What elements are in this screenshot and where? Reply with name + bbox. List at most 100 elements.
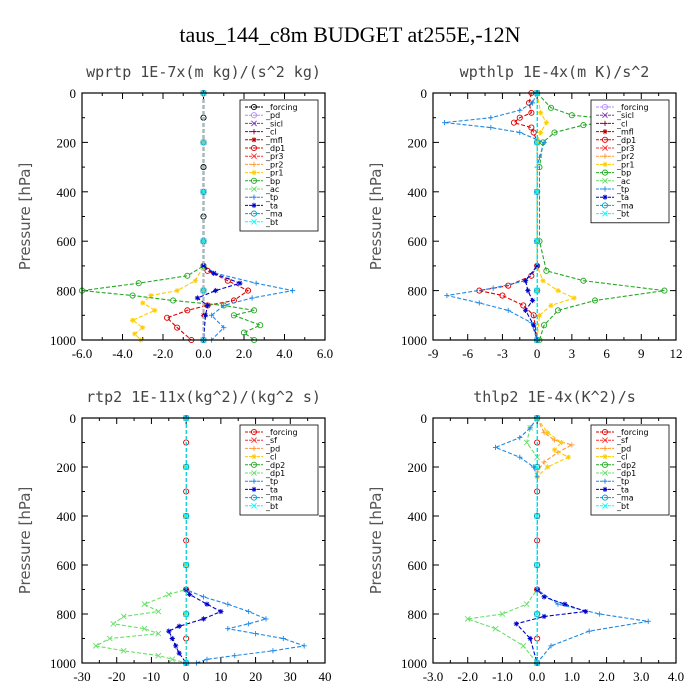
- legend-marker: [251, 202, 257, 208]
- panel-title: thlp2 1E-4x(K^2)/s: [473, 388, 636, 406]
- panel-title: wprtp 1E-7x(m kg)/(s^2 kg): [86, 63, 321, 81]
- legend-label: _pr1: [616, 160, 634, 169]
- legend-marker: [602, 502, 608, 509]
- x-tick-label: 2.0: [598, 669, 614, 684]
- data-point: [645, 618, 651, 624]
- y-tick-label: 600: [57, 234, 77, 249]
- x-tick-label: 30: [284, 669, 297, 684]
- series-line: [94, 418, 187, 664]
- y-tick-label: 0: [421, 411, 428, 426]
- x-tick-label: -6.0: [72, 346, 93, 361]
- data-point: [534, 537, 541, 544]
- x-tick-label: 9: [638, 346, 645, 361]
- legend-label: _mfl: [265, 136, 283, 145]
- legend-marker: [251, 137, 257, 143]
- data-point: [184, 272, 191, 279]
- data-point: [525, 288, 531, 294]
- legend-label: _cl: [265, 453, 277, 462]
- x-tick-label: 1.0: [564, 669, 580, 684]
- panel-3: rtp2 1E-11x(kg^2)/(kg^2 s) Pressure [hPa]…: [16, 388, 332, 684]
- data-point: [536, 312, 543, 318]
- y-tick-label: 200: [57, 460, 77, 475]
- legend-label: _sf: [616, 436, 628, 445]
- x-tick-label: 6.0: [317, 346, 333, 361]
- data-point: [155, 608, 162, 615]
- data-point: [183, 537, 190, 544]
- legend-marker: [602, 145, 608, 151]
- data-point: [517, 454, 523, 460]
- y-tick-label: 200: [57, 135, 77, 150]
- data-point: [534, 513, 541, 519]
- data-point: [169, 656, 176, 663]
- x-tick-label: -3.0: [423, 669, 444, 684]
- data-point: [230, 312, 237, 319]
- y-tick-label: 400: [57, 509, 77, 524]
- data-point: [492, 444, 499, 450]
- data-point: [492, 625, 499, 632]
- data-point: [192, 278, 198, 284]
- x-tick-label: -20: [108, 669, 125, 684]
- data-point: [263, 616, 269, 622]
- data-point: [544, 464, 551, 470]
- data-point: [120, 647, 127, 654]
- legend-marker: [251, 161, 257, 167]
- legend-label: _pr3: [616, 144, 634, 153]
- data-point: [140, 300, 146, 306]
- y-tick-label: 600: [408, 558, 428, 573]
- data-point: [200, 164, 207, 171]
- legend-marker: [251, 194, 257, 200]
- legend-marker: [602, 478, 608, 484]
- y-tick-label: 600: [57, 558, 77, 573]
- x-tick-label: -2.0: [457, 669, 478, 684]
- legend-marker: [602, 437, 608, 444]
- y-axis-label: Pressure [hPa]: [367, 163, 385, 271]
- data-point: [534, 464, 541, 470]
- y-tick-label: 0: [70, 411, 77, 426]
- data-point: [505, 307, 511, 313]
- legend-label: _ta: [265, 201, 278, 210]
- data-point: [176, 623, 182, 629]
- legend-marker: [251, 129, 257, 135]
- data-point: [534, 263, 540, 269]
- legend-label: _ta: [616, 193, 629, 202]
- legend-marker: [602, 470, 608, 476]
- panel-title: wpthlp 1E-4x(m K)/s^2: [460, 63, 650, 81]
- data-point: [530, 129, 537, 136]
- data-point: [129, 292, 136, 299]
- y-tick-label: 200: [408, 460, 428, 475]
- data-point: [580, 277, 587, 284]
- data-point: [517, 129, 523, 136]
- x-tick-label: -4.0: [112, 346, 133, 361]
- legend-label: _sicl: [616, 111, 634, 120]
- data-point: [183, 513, 190, 519]
- data-point: [499, 292, 506, 299]
- data-point: [569, 442, 575, 448]
- x-tick-label: -30: [73, 669, 90, 684]
- legend-label: _tp: [265, 193, 278, 202]
- data-point: [246, 608, 252, 615]
- panel-2: wpthlp 1E-4x(m K)/s^2 Pressure [hPa] -9 -6 -…: [367, 63, 683, 361]
- legend-label: _bt: [616, 502, 629, 511]
- legend-marker: [601, 136, 609, 143]
- data-point: [173, 643, 179, 649]
- data-point: [244, 287, 252, 294]
- plot-frame: [432, 417, 677, 664]
- data-point: [200, 238, 207, 245]
- data-point: [213, 288, 219, 294]
- x-tick-label: 0.0: [529, 669, 545, 684]
- panel-1: wprtp 1E-7x(m kg)/(s^2 kg) Pressure [hPa]…: [16, 63, 333, 361]
- x-tick-label: 0: [534, 346, 541, 361]
- data-point: [488, 124, 494, 131]
- legend-marker: [601, 494, 609, 501]
- legend-marker: [601, 202, 609, 209]
- data-point: [586, 628, 592, 634]
- data-point: [200, 287, 207, 294]
- data-point: [110, 620, 117, 627]
- data-point: [583, 608, 589, 615]
- data-point: [183, 464, 190, 470]
- legend-marker: [251, 170, 257, 176]
- legend-marker: [602, 454, 608, 460]
- y-tick-label: 1000: [401, 333, 427, 348]
- x-tick-label: 10: [214, 669, 227, 684]
- legend-label: _bt: [265, 502, 278, 511]
